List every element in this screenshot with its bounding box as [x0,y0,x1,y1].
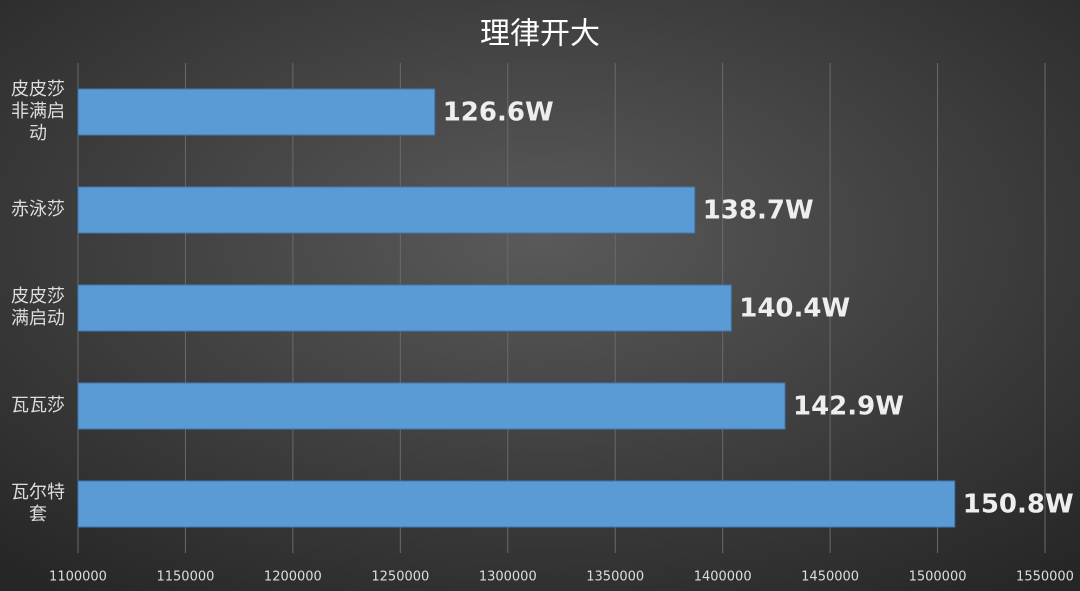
label-line: 满启动 [11,308,65,329]
value-label: 140.4W [739,294,850,324]
value-label: 126.6W [443,98,554,128]
x-tick-label: 1200000 [264,570,322,585]
y-tick-label: 瓦尔特套 [11,482,65,525]
value-label: 142.9W [793,392,904,422]
y-tick-label: 瓦瓦莎 [11,395,65,416]
x-tick-label: 1400000 [694,570,752,585]
bar [77,186,696,234]
bar [77,284,732,332]
y-tick-label: 皮皮莎满启动 [11,286,65,329]
chart-title: 理律开大 [480,17,600,52]
x-tick-label: 1500000 [909,570,967,585]
value-label: 150.8W [963,490,1074,520]
x-tick-label: 1250000 [371,570,429,585]
bar [77,480,956,528]
x-tick-label: 1550000 [1016,570,1074,585]
y-tick-label: 赤泳莎 [11,199,65,220]
x-tick-label: 1150000 [156,570,214,585]
x-tick-label: 1350000 [586,570,644,585]
bar [77,88,436,136]
label-line: 动 [29,123,47,144]
bar [77,382,786,430]
label-line: 皮皮莎 [11,286,65,307]
label-line: 瓦尔特 [11,482,65,503]
value-label: 138.7W [703,196,814,226]
label-line: 套 [29,504,47,525]
x-tick-label: 1300000 [479,570,537,585]
label-line: 皮皮莎 [11,79,65,100]
y-tick-label: 皮皮莎非满启动 [11,79,65,144]
x-tick-label: 1100000 [49,570,107,585]
label-line: 非满启 [11,101,65,122]
x-tick-label: 1450000 [801,570,859,585]
